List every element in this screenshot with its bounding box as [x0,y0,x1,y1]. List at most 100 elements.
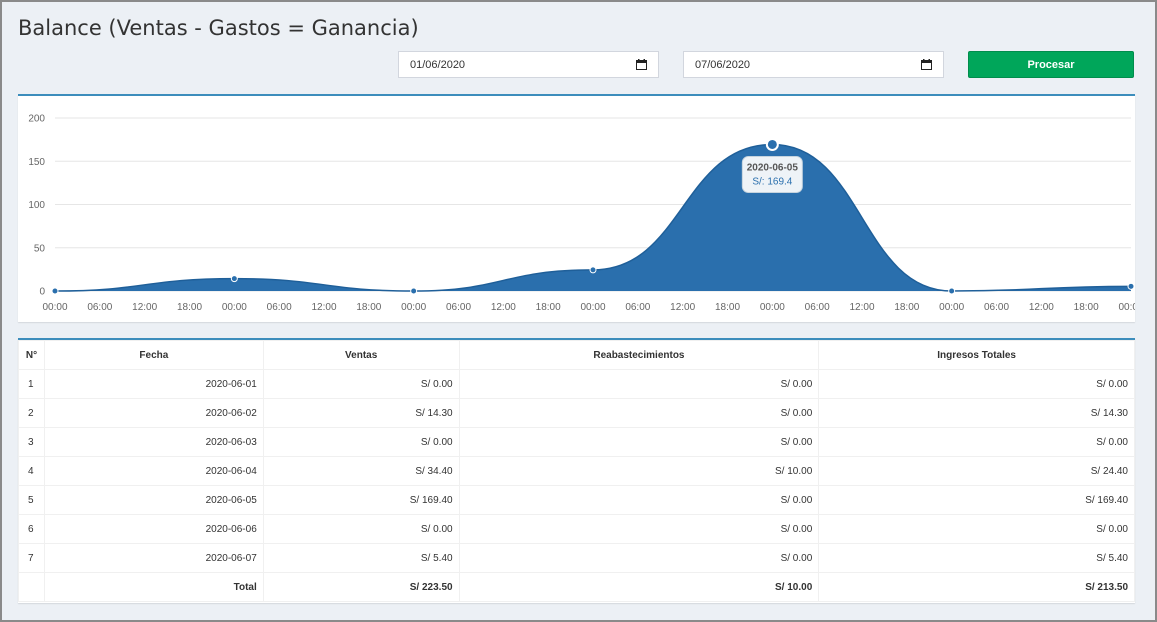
cell-reab: S/ 0.00 [458,485,820,515]
date-to-input[interactable]: 07/06/2020 [683,51,944,78]
x-tick-label: 12:00 [670,302,695,313]
y-tick-label: 150 [28,157,45,168]
cell-fecha: 2020-06-04 [43,456,264,486]
cell-ingresos: S/ 14.30 [818,398,1135,428]
y-tick-label: 0 [39,287,45,298]
tooltip-date: 2020-06-05 [747,162,799,173]
cell-fecha: 2020-06-07 [43,543,264,573]
x-tick-label: 12:00 [132,302,157,313]
cell-reab: S/ 0.00 [458,427,820,457]
cell-n: 3 [18,427,45,457]
cell-reab: S/ 0.00 [458,543,820,573]
total-ingresos: S/ 213.50 [818,572,1135,602]
cell-reab: S/ 0.00 [458,514,820,544]
x-tick-label: 00:00 [1118,302,1135,313]
area-fill [55,144,1131,291]
x-tick-label: 00:00 [580,302,605,313]
balance-chart-panel: 0 50 100 150 200 00:00 06:00 12:00 18:00 00:00 06:… [18,94,1135,322]
cell-ventas: S/ 169.40 [262,485,460,515]
date-from-input[interactable]: 01/06/2020 [398,51,659,78]
cell-ingresos: S/ 169.40 [818,485,1135,515]
cell-ventas: S/ 34.40 [262,456,460,486]
cell-fecha: 2020-06-06 [43,514,264,544]
x-tick-label: 18:00 [356,302,381,313]
cell-fecha: 2020-06-05 [43,485,264,515]
page-title: Balance (Ventas - Gastos = Ganancia) [18,16,419,40]
x-tick-label: 18:00 [177,302,202,313]
x-tick-label: 00:00 [222,302,247,313]
date-from-value: 01/06/2020 [410,58,466,71]
x-tick-label: 18:00 [894,302,919,313]
table-row: 2 2020-06-02 S/ 14.30 S/ 0.00 S/ 14.30 [18,398,1135,428]
header-ingresos-totales: Ingresos Totales [818,340,1135,370]
table-total-row: Total S/ 223.50 S/ 10.00 S/ 213.50 [18,572,1135,602]
process-button[interactable]: Procesar [968,51,1134,78]
x-tick-label: 00:00 [939,302,964,313]
table-row: 1 2020-06-01 S/ 0.00 S/ 0.00 S/ 0.00 [18,369,1135,399]
cell-ventas: S/ 0.00 [262,427,460,457]
data-point [51,287,59,295]
cell-ingresos: S/ 0.00 [818,514,1135,544]
x-tick-label: 12:00 [849,302,874,313]
data-point [765,137,779,151]
cell-reab: S/ 0.00 [458,369,820,399]
header-reabastecimientos: Reabastecimientos [458,340,820,370]
table-row: 7 2020-06-07 S/ 5.40 S/ 0.00 S/ 5.40 [18,543,1135,573]
x-tick-label: 00:00 [401,302,426,313]
data-point [589,266,597,274]
cell-ingresos: S/ 24.40 [818,456,1135,486]
data-point [410,287,418,295]
header-n: N° [18,340,45,370]
cell-fecha: 2020-06-02 [43,398,264,428]
cell-empty [18,572,45,602]
x-tick-label: 06:00 [625,302,650,313]
total-reab: S/ 10.00 [458,572,820,602]
x-tick-label: 18:00 [715,302,740,313]
table-row: 5 2020-06-05 S/ 169.40 S/ 0.00 S/ 169.40 [18,485,1135,515]
x-tick-label: 18:00 [1074,302,1099,313]
balance-table-panel: N° Fecha Ventas Reabastecimientos Ingres… [18,338,1135,603]
cell-ingresos: S/ 5.40 [818,543,1135,573]
cell-ventas: S/ 0.00 [262,514,460,544]
cell-n: 5 [18,485,45,515]
cell-n: 4 [18,456,45,486]
y-tick-label: 200 [28,114,45,125]
cell-reab: S/ 10.00 [458,456,820,486]
cell-reab: S/ 0.00 [458,398,820,428]
calendar-icon[interactable] [921,59,932,70]
cell-ingresos: S/ 0.00 [818,427,1135,457]
total-label: Total [43,572,264,602]
cell-fecha: 2020-06-03 [43,427,264,457]
data-point [948,287,956,295]
tooltip-box [741,155,803,193]
cell-ventas: S/ 14.30 [262,398,460,428]
x-tick-label: 12:00 [311,302,336,313]
x-tick-label: 12:00 [491,302,516,313]
x-tick-label: 00:00 [42,302,67,313]
balance-area-chart: 0 50 100 150 200 00:00 06:00 12:00 18:00 00:00 06:… [28,114,1135,314]
x-tick-label: 06:00 [267,302,292,313]
calendar-icon[interactable] [636,59,647,70]
data-point [1127,282,1135,290]
cell-fecha: 2020-06-01 [43,369,264,399]
x-tick-label: 06:00 [805,302,830,313]
table-header-row: N° Fecha Ventas Reabastecimientos Ingres… [18,340,1135,370]
cell-ventas: S/ 5.40 [262,543,460,573]
x-tick-label: 00:00 [760,302,785,313]
x-tick-label: 12:00 [1029,302,1054,313]
data-point [230,275,238,283]
header-ventas: Ventas [262,340,460,370]
total-ventas: S/ 223.50 [262,572,460,602]
cell-n: 7 [18,543,45,573]
date-to-value: 07/06/2020 [695,58,751,71]
x-tick-label: 06:00 [87,302,112,313]
cell-n: 1 [18,369,45,399]
cell-ventas: S/ 0.00 [262,369,460,399]
header-fecha: Fecha [43,340,264,370]
table-row: 6 2020-06-06 S/ 0.00 S/ 0.00 S/ 0.00 [18,514,1135,544]
y-tick-label: 100 [28,200,45,211]
x-tick-label: 06:00 [984,302,1009,313]
table-row: 3 2020-06-03 S/ 0.00 S/ 0.00 S/ 0.00 [18,427,1135,457]
table-row: 4 2020-06-04 S/ 34.40 S/ 10.00 S/ 24.40 [18,456,1135,486]
cell-n: 6 [18,514,45,544]
